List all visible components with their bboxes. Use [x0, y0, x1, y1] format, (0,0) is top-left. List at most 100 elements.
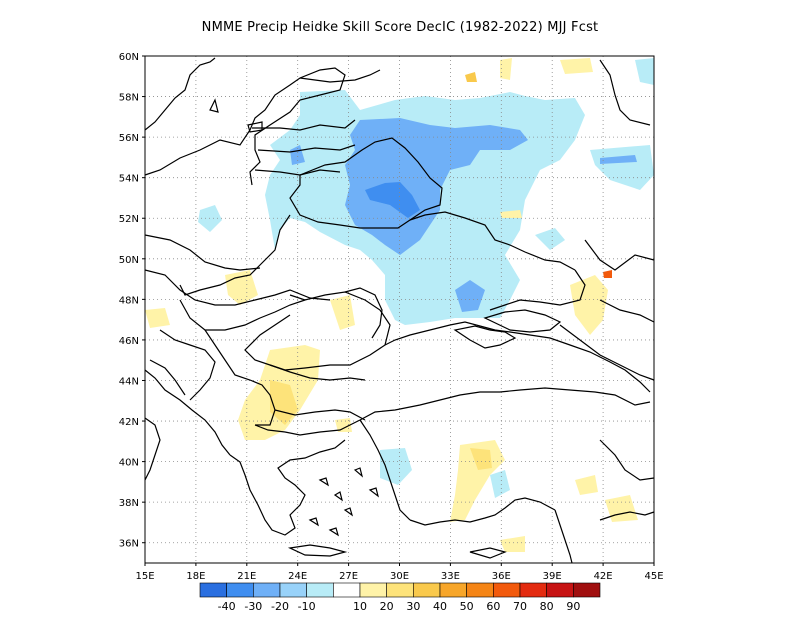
- lat-tick-label: 36N: [119, 539, 139, 550]
- lon-tick-label: 42E: [594, 571, 613, 582]
- shade-yellow-3: [450, 440, 505, 522]
- colorbar-label: 90: [566, 600, 580, 613]
- lat-tick-label: 54N: [119, 174, 139, 185]
- lat-tick-label: 60N: [119, 52, 139, 63]
- crimea: [453, 325, 517, 349]
- colorbar-swatch: [199, 582, 227, 598]
- turkey-south-coast: [409, 497, 556, 526]
- lat-tick-label: 48N: [119, 295, 139, 306]
- colorbar-swatch: [573, 582, 601, 598]
- colorbar-label: 80: [540, 600, 554, 613]
- colorbar: -40 -30 -20 -10 10 20 30 40 50 60 70 80 90: [199, 582, 601, 613]
- colorbar-swatch: [546, 582, 574, 598]
- turkey-north-coast: [359, 387, 651, 421]
- greece-north: [254, 419, 361, 436]
- crete: [287, 544, 348, 557]
- saaremaa: [247, 121, 263, 133]
- shade-mid-blue-3: [600, 155, 637, 164]
- coastlines-borders: [144, 57, 655, 564]
- lon-tick-label: 45E: [644, 571, 663, 582]
- colorbar-label: -30: [244, 600, 262, 613]
- shade-mid-blue-2: [455, 280, 485, 312]
- aegean-islands: [308, 467, 379, 537]
- colorbar-swatch: [413, 582, 441, 598]
- levant-coast: [554, 509, 573, 564]
- colorbar-label: 60: [486, 600, 500, 613]
- shade-yellow-10: [560, 58, 593, 74]
- colorbar-swatch: [279, 582, 307, 598]
- shade-light-blue-e2: [535, 228, 565, 250]
- shade-yellow-8: [145, 308, 170, 328]
- shade-dark-blue: [365, 182, 420, 218]
- colorbar-label: 30: [406, 600, 420, 613]
- shade-yellow-5: [570, 275, 608, 335]
- lon-tick-label: 21E: [237, 571, 256, 582]
- shade-yellow-15: [500, 210, 522, 218]
- belarus-border: [289, 137, 443, 229]
- shade-red-1: [603, 270, 612, 278]
- map-title: NMME Precip Heidke Skill Score DecIC (19…: [201, 20, 599, 35]
- lat-tick-label: 56N: [119, 133, 139, 144]
- ukraine-west: [179, 214, 291, 296]
- shade-yellow-6: [330, 295, 355, 330]
- lat-tick-label: 52N: [119, 214, 139, 225]
- colorbar-swatch: [386, 582, 414, 598]
- lat-tick-label: 58N: [119, 93, 139, 104]
- shade-yellow-12: [575, 475, 598, 495]
- gulf-finland: [299, 69, 381, 83]
- colorbar-label: -10: [298, 600, 316, 613]
- shade-light-blue-tr: [490, 470, 510, 498]
- caucasus: [559, 299, 655, 381]
- lon-tick-label: 15E: [135, 571, 154, 582]
- gotland: [209, 98, 219, 113]
- shade-light-blue-ne: [635, 58, 654, 85]
- turkey-west: [359, 419, 411, 521]
- colorbar-label: 20: [380, 600, 394, 613]
- cyprus: [469, 547, 507, 559]
- colorbar-swatch: [359, 582, 387, 598]
- volga: [584, 59, 655, 271]
- colorbar-swatch: [253, 582, 281, 598]
- bulgaria-border: [269, 364, 366, 421]
- colorbar-swatch: [466, 582, 494, 598]
- lon-tick-label: 18E: [186, 571, 205, 582]
- colorbar-swatch: [493, 582, 521, 598]
- croatia-bosnia: [149, 329, 216, 401]
- turkey-east-border: [599, 439, 655, 521]
- serbia-border: [204, 329, 276, 426]
- shade-mid-blue: [345, 118, 528, 255]
- shade-light-blue-east: [590, 145, 654, 190]
- hungary-border: [179, 299, 306, 331]
- graticule: [145, 56, 654, 563]
- lon-tick-label: 27E: [339, 571, 358, 582]
- colorbar-label: -20: [271, 600, 289, 613]
- lon-tick-label: 24E: [288, 571, 307, 582]
- colorbar-label: 50: [460, 600, 474, 613]
- colorbar-swatch: [306, 582, 334, 598]
- lat-tick-label: 42N: [119, 417, 139, 428]
- colorbar-label: 40: [433, 600, 447, 613]
- ukraine-north: [409, 211, 576, 271]
- colorbar-swatch: [519, 582, 547, 598]
- colorbar-label: 70: [513, 600, 527, 613]
- moldova: [344, 287, 383, 339]
- shade-yellow-13: [500, 536, 525, 552]
- azov: [483, 309, 562, 333]
- colorbar-swatch: [333, 582, 361, 598]
- lon-tick-label: 33E: [441, 571, 460, 582]
- central-europe: [144, 234, 331, 306]
- shade-yellow-4: [470, 448, 492, 470]
- lat-tick-label: 50N: [119, 255, 139, 266]
- lat-tick-label: 40N: [119, 458, 139, 469]
- lon-tick-label: 39E: [543, 571, 562, 582]
- lon-tick-label: 36E: [492, 571, 511, 582]
- lat-tick-label: 44N: [119, 376, 139, 387]
- ukraine-east: [489, 269, 586, 311]
- colorbar-swatch: [439, 582, 467, 598]
- baltic-coast: [144, 67, 346, 186]
- lat-tick-label: 38N: [119, 498, 139, 509]
- latitude-labels: 60N 58N 56N 54N 52N 50N 48N 46N 44N 42N 40N 38N 36N: [119, 52, 145, 550]
- lon-tick-label: 30E: [390, 571, 409, 582]
- lat-tick-label: 46N: [119, 336, 139, 347]
